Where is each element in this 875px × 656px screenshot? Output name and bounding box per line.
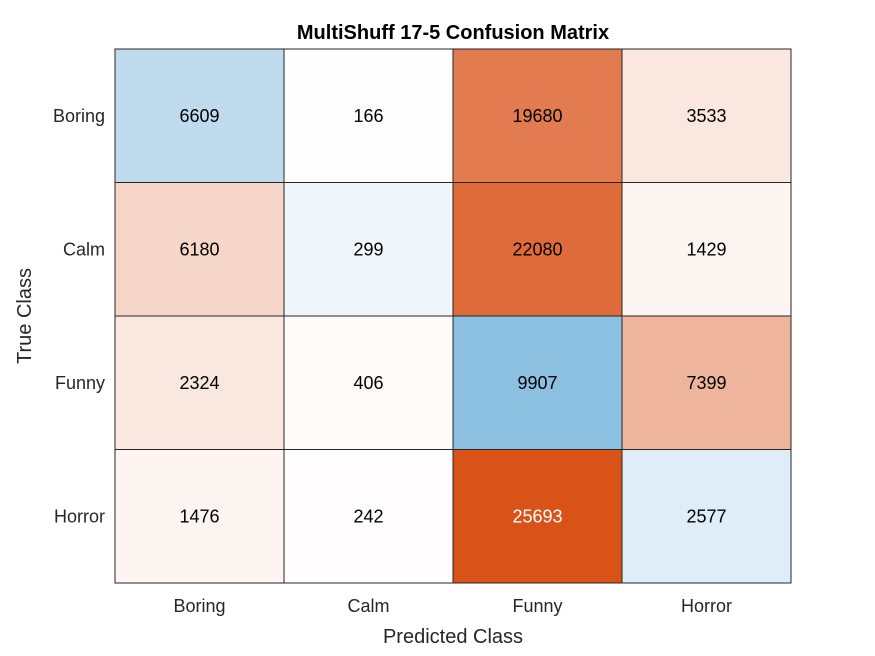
cell-value-label: 406: [353, 373, 383, 393]
cell-value-label: 19680: [512, 106, 562, 126]
cell-value-label: 3533: [686, 106, 726, 126]
cell-value-label: 299: [353, 239, 383, 259]
cell-value-label: 7399: [686, 373, 726, 393]
heatmap-cells: 6609 166 19680 3533 6180 299 22080 1429 2324 406 9…: [114, 48, 792, 584]
heatmap-cell-horror-funny: [452, 449, 623, 584]
heatmap-cell-calm-boring: [114, 182, 285, 317]
cell-value-label: 242: [353, 506, 383, 526]
cell-value-label: 166: [353, 106, 383, 126]
y-tick-label: Horror: [54, 506, 105, 526]
y-tick-labels: Boring Calm Funny Horror: [53, 106, 105, 527]
cell-value-label: 9907: [517, 373, 557, 393]
x-axis-label: Predicted Class: [383, 626, 523, 648]
cell-value-label: 22080: [512, 239, 562, 259]
heatmap-cell-calm-funny: [452, 182, 623, 317]
heatmap-cell-calm-horror: [621, 182, 792, 317]
y-tick-label: Calm: [63, 239, 105, 259]
heatmap-cell-boring-calm: [283, 48, 454, 183]
y-axis-label: True Class: [14, 268, 36, 364]
x-tick-label: Horror: [681, 596, 732, 616]
y-tick-label: Boring: [53, 106, 105, 126]
cell-value-label: 1429: [686, 239, 726, 259]
cell-value-label: 6609: [179, 106, 219, 126]
heatmap-cell-horror-boring: [114, 449, 285, 584]
heatmap-cell-boring-boring: [114, 48, 285, 183]
heatmap-cell-funny-calm: [283, 315, 454, 450]
cell-value-label: 25693: [512, 506, 562, 526]
x-tick-label: Calm: [347, 596, 389, 616]
cell-value-label: 6180: [179, 239, 219, 259]
cell-value-label: 1476: [179, 506, 219, 526]
x-tick-label: Funny: [512, 596, 562, 616]
y-tick-label: Funny: [55, 373, 105, 393]
heatmap-cell-boring-horror: [621, 48, 792, 183]
x-tick-label: Boring: [173, 596, 225, 616]
heatmap-cell-boring-funny: [452, 48, 623, 183]
heatmap-cell-horror-horror: [621, 449, 792, 584]
heatmap-cell-horror-calm: [283, 449, 454, 584]
cell-value-label: 2324: [179, 373, 219, 393]
chart-title: MultiShuff 17-5 Confusion Matrix: [297, 22, 609, 44]
heatmap-cell-funny-horror: [621, 315, 792, 450]
cell-value-label: 2577: [686, 506, 726, 526]
heatmap-cell-calm-calm: [283, 182, 454, 317]
x-tick-labels: Boring Calm Funny Horror: [173, 596, 732, 616]
